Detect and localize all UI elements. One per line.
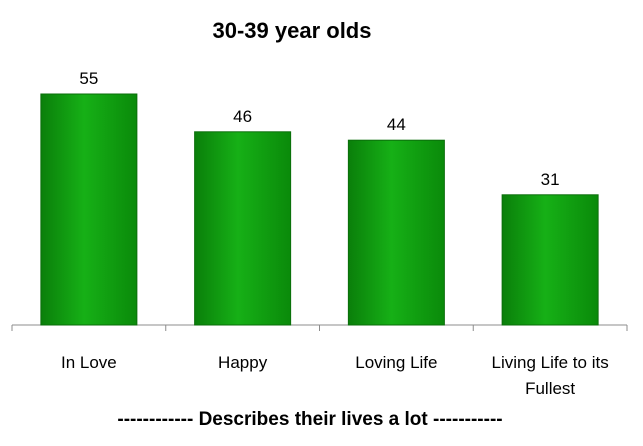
data-label: 55 <box>79 69 98 88</box>
x-tick-label: Loving Life <box>355 353 437 372</box>
bar <box>40 93 138 326</box>
x-tick-label: Living Life to its Fullest <box>492 353 609 398</box>
data-label: 44 <box>387 115 406 134</box>
bar <box>501 194 599 326</box>
data-label: 31 <box>541 170 560 189</box>
chart-title: 30-39 year olds <box>213 18 372 43</box>
bar <box>194 131 292 326</box>
bar <box>347 139 445 326</box>
x-tick-label: In Love <box>61 353 117 372</box>
data-label: 46 <box>233 107 252 126</box>
x-axis-label: ------------ Describes their lives a lot… <box>117 409 502 430</box>
plot-area: 55 In Love 46 Happy 44 Loving Life 31 Living Li… <box>11 69 628 398</box>
x-tick-label: Happy <box>218 353 268 372</box>
